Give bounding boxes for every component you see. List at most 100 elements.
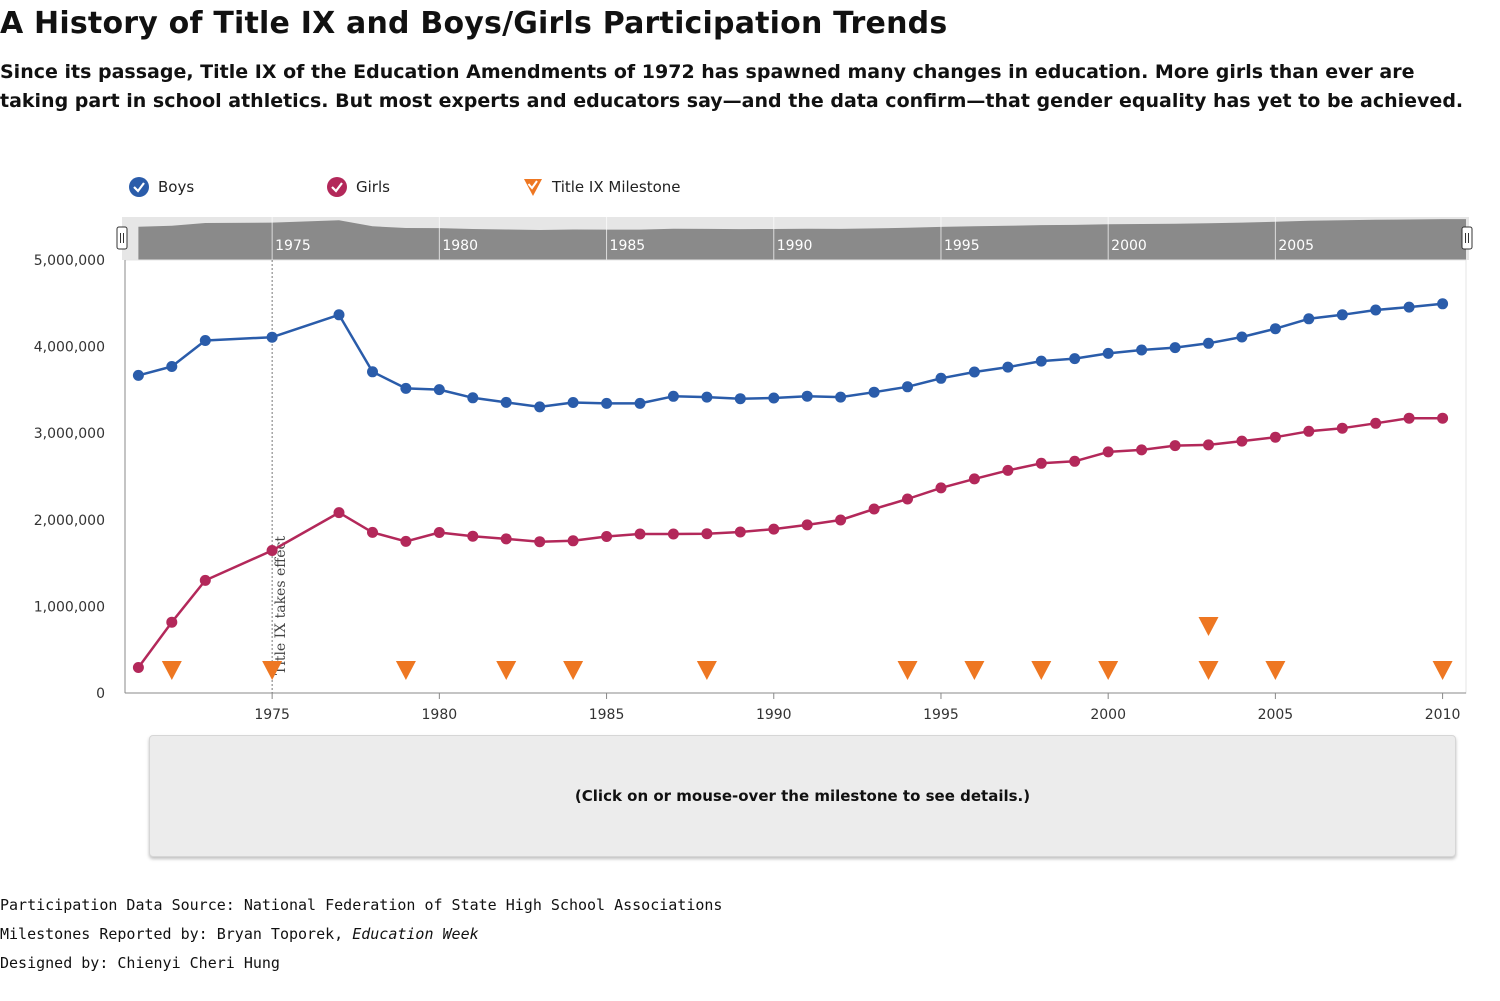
data-point-girls[interactable] bbox=[266, 545, 278, 556]
data-point-girls[interactable] bbox=[199, 574, 211, 586]
data-point-girls[interactable] bbox=[634, 528, 646, 540]
data-point-boys[interactable] bbox=[667, 390, 679, 402]
data-point-girls[interactable] bbox=[1370, 417, 1382, 429]
data-point-girls[interactable] bbox=[935, 482, 947, 494]
data-point-boys[interactable] bbox=[868, 386, 880, 398]
data-point-boys[interactable] bbox=[734, 393, 746, 405]
milestone-marker[interactable] bbox=[964, 661, 985, 680]
data-point-boys[interactable] bbox=[1269, 323, 1281, 335]
data-point-girls[interactable] bbox=[1336, 422, 1348, 434]
data-point-girls[interactable] bbox=[400, 535, 412, 547]
data-point-girls[interactable] bbox=[1035, 457, 1047, 469]
data-point-boys[interactable] bbox=[1136, 344, 1148, 356]
data-point-girls[interactable] bbox=[1136, 444, 1148, 456]
data-point-boys[interactable] bbox=[801, 390, 813, 402]
data-point-boys[interactable] bbox=[367, 366, 378, 378]
data-point-girls[interactable] bbox=[1303, 425, 1315, 437]
milestone-marker[interactable] bbox=[897, 661, 918, 680]
data-point-girls[interactable] bbox=[567, 535, 579, 547]
data-point-girls[interactable] bbox=[835, 514, 847, 526]
data-point-girls[interactable] bbox=[1437, 412, 1449, 424]
milestone-marker[interactable] bbox=[563, 661, 584, 680]
milestone-marker[interactable] bbox=[395, 661, 416, 680]
data-point-boys[interactable] bbox=[266, 331, 278, 343]
data-point-girls[interactable] bbox=[701, 528, 713, 540]
data-point-boys[interactable] bbox=[1069, 353, 1081, 365]
data-point-boys[interactable] bbox=[601, 397, 613, 409]
data-point-boys[interactable] bbox=[567, 397, 579, 408]
data-point-boys[interactable] bbox=[467, 392, 479, 404]
data-point-girls[interactable] bbox=[500, 533, 512, 545]
data-point-girls[interactable] bbox=[868, 503, 880, 515]
milestone-marker[interactable] bbox=[696, 661, 717, 680]
data-point-boys[interactable] bbox=[500, 396, 512, 408]
data-point-boys[interactable] bbox=[1102, 347, 1114, 359]
data-point-girls[interactable] bbox=[1002, 464, 1014, 476]
data-point-girls[interactable] bbox=[801, 519, 813, 531]
data-point-boys[interactable] bbox=[1236, 331, 1248, 343]
data-point-boys[interactable] bbox=[1002, 361, 1014, 373]
data-point-boys[interactable] bbox=[835, 391, 847, 403]
x-tick-label: 1995 bbox=[923, 707, 959, 723]
milestone-marker[interactable] bbox=[1198, 617, 1219, 636]
data-point-girls[interactable] bbox=[968, 473, 980, 485]
data-point-girls[interactable] bbox=[734, 526, 746, 538]
data-point-boys[interactable] bbox=[1169, 342, 1181, 354]
data-point-boys[interactable] bbox=[968, 366, 980, 378]
legend-item-boys[interactable]: Boys bbox=[128, 176, 194, 198]
data-point-boys[interactable] bbox=[1203, 337, 1214, 349]
data-point-girls[interactable] bbox=[1269, 431, 1281, 443]
data-point-girls[interactable] bbox=[534, 536, 546, 548]
data-point-girls[interactable] bbox=[902, 493, 913, 505]
milestone-marker[interactable] bbox=[1265, 661, 1286, 680]
milestone-marker[interactable] bbox=[1432, 661, 1453, 680]
data-point-girls[interactable] bbox=[333, 507, 345, 519]
boys-check-icon bbox=[129, 177, 149, 197]
data-point-girls[interactable] bbox=[367, 526, 378, 538]
data-point-boys[interactable] bbox=[534, 401, 546, 413]
data-point-boys[interactable] bbox=[1303, 313, 1315, 325]
milestone-marker[interactable] bbox=[262, 661, 283, 680]
milestone-marker[interactable] bbox=[1031, 661, 1052, 680]
data-point-girls[interactable] bbox=[601, 531, 613, 542]
data-point-boys[interactable] bbox=[433, 384, 445, 396]
navigator-left-handle[interactable] bbox=[116, 226, 128, 250]
data-point-girls[interactable] bbox=[132, 662, 144, 673]
data-point-boys[interactable] bbox=[1035, 355, 1047, 367]
legend-item-girls[interactable]: Girls bbox=[326, 176, 390, 198]
data-point-girls[interactable] bbox=[768, 523, 780, 535]
data-point-girls[interactable] bbox=[467, 530, 479, 542]
data-point-boys[interactable] bbox=[132, 369, 144, 381]
data-point-girls[interactable] bbox=[1169, 440, 1181, 452]
data-point-boys[interactable] bbox=[768, 392, 780, 404]
legend-item-milestone[interactable]: Title IX Milestone bbox=[522, 176, 681, 198]
data-point-boys[interactable] bbox=[1336, 309, 1348, 321]
data-point-girls[interactable] bbox=[433, 527, 445, 538]
data-point-girls[interactable] bbox=[1403, 412, 1415, 424]
milestone-marker[interactable] bbox=[161, 661, 182, 680]
data-point-girls[interactable] bbox=[1069, 455, 1081, 467]
milestone-marker[interactable] bbox=[1198, 661, 1219, 680]
data-point-girls[interactable] bbox=[166, 616, 178, 628]
data-point-boys[interactable] bbox=[634, 397, 646, 409]
chart-subtitle: Since its passage, Title IX of the Educa… bbox=[0, 61, 1464, 112]
data-point-boys[interactable] bbox=[1437, 298, 1449, 310]
data-point-boys[interactable] bbox=[902, 381, 913, 393]
data-point-boys[interactable] bbox=[166, 361, 178, 372]
data-point-boys[interactable] bbox=[701, 391, 713, 403]
data-point-boys[interactable] bbox=[1370, 304, 1382, 316]
data-point-boys[interactable] bbox=[935, 372, 947, 384]
data-point-boys[interactable] bbox=[1403, 301, 1415, 313]
series-layer bbox=[132, 298, 1449, 673]
data-point-boys[interactable] bbox=[400, 382, 412, 394]
navigator-right-handle[interactable] bbox=[1461, 226, 1473, 250]
data-point-girls[interactable] bbox=[1203, 439, 1214, 451]
data-point-girls[interactable] bbox=[667, 528, 679, 540]
data-point-girls[interactable] bbox=[1102, 446, 1114, 458]
milestone-marker[interactable] bbox=[496, 661, 517, 680]
range-navigator[interactable]: 1975 1980 1985 1990 1995 2000 2005 bbox=[116, 217, 1473, 260]
data-point-boys[interactable] bbox=[199, 335, 211, 346]
data-point-boys[interactable] bbox=[333, 309, 345, 321]
milestone-marker[interactable] bbox=[1098, 661, 1119, 680]
data-point-girls[interactable] bbox=[1236, 435, 1248, 447]
